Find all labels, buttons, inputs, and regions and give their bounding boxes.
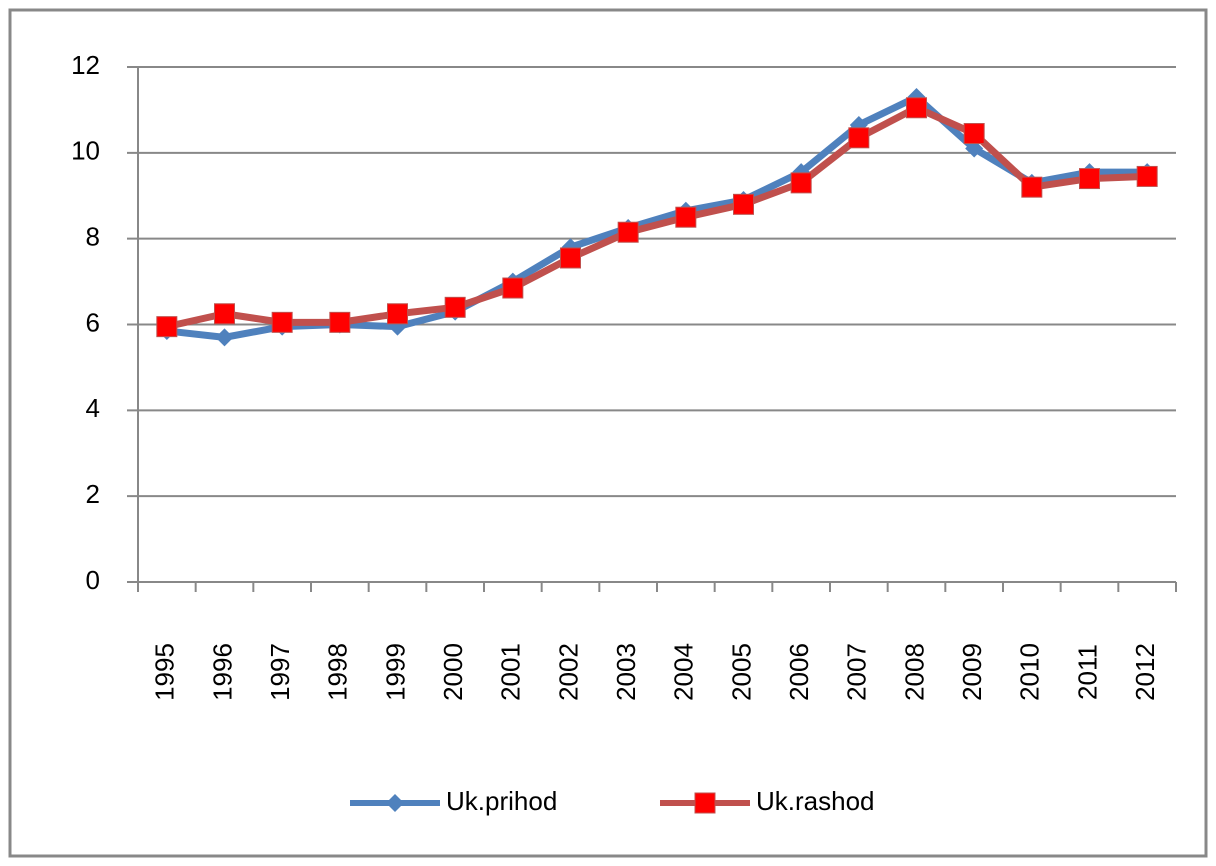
y-tick-label: 8: [86, 222, 100, 252]
marker: [675, 206, 697, 228]
marker: [848, 127, 870, 149]
chart-border: [8, 8, 1208, 858]
x-tick-label: 2002: [553, 643, 583, 701]
x-tick-label: 2012: [1130, 643, 1160, 701]
x-tick-label: 2001: [496, 643, 526, 701]
marker: [694, 792, 716, 814]
marker: [215, 328, 234, 347]
marker: [271, 311, 293, 333]
x-tick-label: 2009: [957, 643, 987, 701]
marker: [790, 172, 812, 194]
x-tick-label: 2007: [842, 643, 872, 701]
marker: [329, 311, 351, 333]
x-tick-label: 1999: [380, 643, 410, 701]
x-tick-label: 1997: [265, 643, 295, 701]
marker: [156, 316, 178, 338]
y-tick-label: 12: [71, 50, 100, 80]
marker: [906, 97, 927, 119]
y-tick-label: 0: [86, 565, 100, 595]
x-tick-label: 1996: [207, 643, 237, 701]
marker: [965, 139, 984, 158]
x-tick-label: 2000: [438, 643, 468, 701]
marker: [502, 277, 524, 299]
x-tick-label: 2006: [784, 643, 814, 701]
y-tick-label: 10: [71, 136, 100, 166]
x-tick-label: 2008: [899, 643, 929, 701]
y-tick-label: 6: [86, 307, 100, 337]
marker: [560, 247, 581, 269]
x-tick-label: 2003: [611, 643, 641, 701]
marker: [214, 303, 235, 325]
x-tick-label: 1998: [323, 643, 353, 701]
marker: [733, 193, 754, 215]
x-tick-label: 2011: [1072, 644, 1102, 700]
y-tick-label: 2: [86, 479, 100, 509]
legend-label: Uk.prihod: [446, 786, 557, 816]
legend-label: Uk.rashod: [756, 786, 875, 816]
x-tick-label: 2005: [726, 643, 756, 701]
marker: [387, 303, 408, 325]
marker: [1021, 176, 1043, 198]
marker: [963, 123, 985, 145]
x-tick-label: 2010: [1015, 643, 1045, 701]
marker: [1079, 168, 1100, 190]
marker: [386, 794, 404, 812]
x-tick-label: 1995: [150, 643, 180, 701]
x-tick-label: 2004: [669, 643, 699, 701]
marker: [1136, 165, 1158, 187]
marker: [617, 221, 639, 243]
marker: [444, 296, 466, 318]
y-tick-label: 4: [86, 393, 100, 423]
